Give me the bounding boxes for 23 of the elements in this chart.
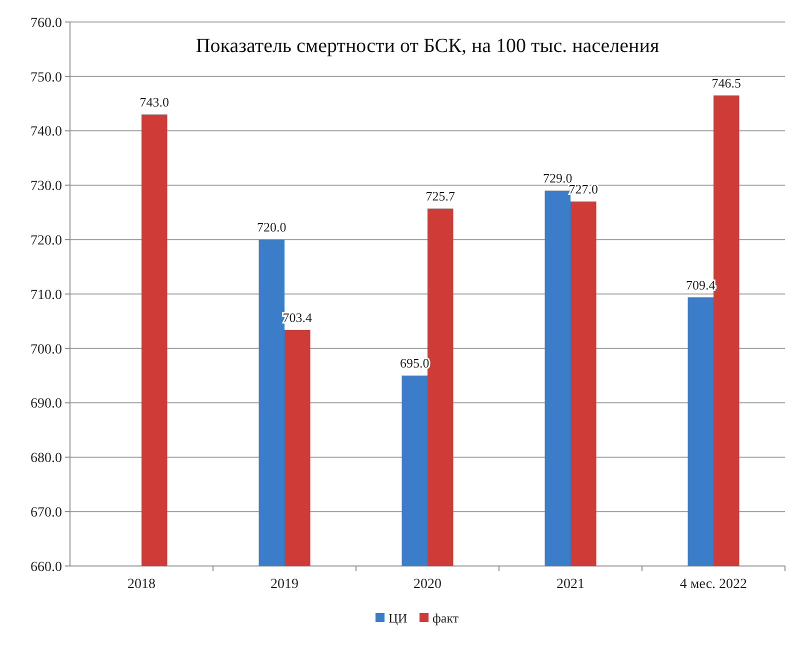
x-tick-label: 2018: [128, 577, 156, 592]
y-tick-label: 660.0: [30, 560, 62, 575]
text: Показатель смертности от БСК, на 100 тыс. населения: [196, 35, 660, 57]
y-tick-label: 680.0: [30, 451, 62, 466]
x-tick-label: 2019: [270, 577, 298, 592]
legend-label: ЦИ: [388, 610, 408, 626]
y-tick-label: 750.0: [30, 70, 62, 86]
legend-label: факт: [432, 610, 459, 626]
y-tick-label: 760.0: [30, 16, 62, 31]
y-tick-label: 720.0: [30, 234, 62, 248]
y-tick-label: 670.0: [30, 506, 62, 520]
data-label: 720.0: [257, 220, 286, 235]
data-label: 725.7: [426, 188, 456, 204]
x-tick-label: 2020: [414, 577, 442, 592]
x-tick-label: 2021: [556, 577, 584, 592]
y-tick-label: 710.0: [30, 288, 62, 303]
y-tick-label: 690.0: [30, 396, 62, 412]
y-tick-label: 700.0: [30, 342, 62, 358]
x-tick-label: 4 мес. 2022: [680, 577, 748, 592]
y-tick-label: 740.0: [30, 124, 62, 140]
data-label: 746.5: [712, 75, 741, 90]
data-label: 743.0: [140, 94, 169, 110]
y-tick-label: 730.0: [30, 179, 62, 194]
